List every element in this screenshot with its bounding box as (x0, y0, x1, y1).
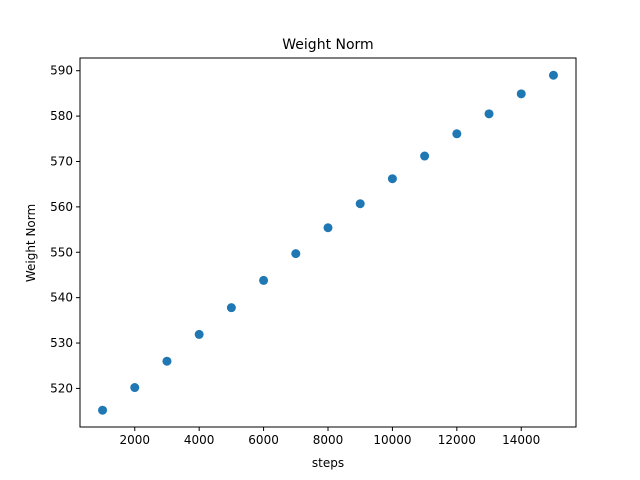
data-point (516, 89, 526, 99)
y-tick-label: 540 (50, 291, 73, 305)
y-tick-label: 590 (50, 64, 73, 78)
data-point (259, 275, 269, 285)
data-point (484, 109, 494, 119)
y-tick-label: 570 (50, 154, 73, 168)
y-tick-label: 520 (50, 381, 73, 395)
data-point (194, 329, 204, 339)
x-tick-label: 12000 (438, 433, 476, 447)
y-tick-label: 560 (50, 200, 73, 214)
y-tick-label: 550 (50, 245, 73, 259)
data-point (226, 303, 236, 313)
x-tick-label: 2000 (119, 433, 150, 447)
x-tick-label: 10000 (373, 433, 411, 447)
data-point (452, 129, 462, 139)
y-tick-label: 530 (50, 336, 73, 350)
data-point (162, 356, 172, 366)
y-axis-label: Weight Norm (24, 204, 38, 282)
data-point (355, 199, 365, 209)
data-point (548, 70, 558, 80)
data-point (130, 383, 140, 393)
y-tick-label: 580 (50, 109, 73, 123)
data-point (323, 223, 333, 233)
data-point (291, 249, 301, 259)
chart-title: Weight Norm (282, 37, 373, 53)
x-axis-label: steps (312, 456, 344, 470)
x-tick-label: 14000 (502, 433, 540, 447)
data-point (387, 174, 397, 184)
data-point (98, 405, 108, 415)
x-tick-label: 4000 (184, 433, 215, 447)
x-tick-label: 6000 (248, 433, 279, 447)
data-point (420, 151, 430, 161)
plot-area: 2000 4000 6000 8000 10000 12000 14000 520 530 540… (50, 64, 558, 447)
x-tick-label: 8000 (313, 433, 344, 447)
plot-frame (79, 57, 577, 428)
